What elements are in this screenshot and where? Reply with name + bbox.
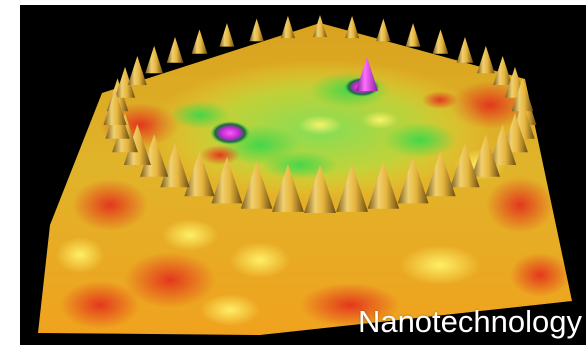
corral-peak (192, 29, 208, 53)
corral-peak (128, 56, 147, 85)
corral-peak (433, 29, 449, 53)
scene-frame: Nanotechnology (20, 5, 586, 345)
corral-peak (345, 16, 359, 38)
corral-peak (376, 19, 390, 42)
corral-peak (457, 37, 474, 63)
corral-peak (145, 46, 163, 73)
quantum-corral-surface (20, 5, 586, 345)
corral-peak (249, 19, 263, 42)
corral-peak (281, 16, 295, 38)
corral-peak (167, 37, 184, 63)
corral-peak (477, 46, 495, 73)
corral-peak (219, 23, 234, 46)
corral-peak (406, 23, 421, 46)
caption: Nanotechnology (358, 306, 582, 337)
corral-peak (493, 56, 512, 85)
